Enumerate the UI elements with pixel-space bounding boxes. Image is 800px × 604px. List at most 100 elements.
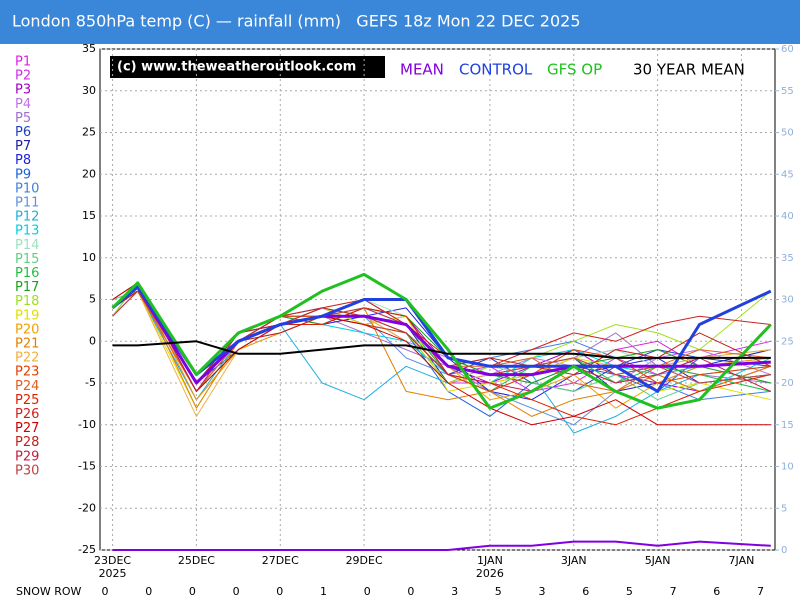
series-line [112,282,771,426]
x-tick-label: 23DEC [94,554,131,567]
snow-value: 6 [582,585,589,598]
y-tick-label: 10 [82,251,96,264]
legend-entry: P13 [15,224,39,239]
x-tick-label: 25DEC [178,554,215,567]
header-bar [0,0,800,44]
legend-entry: P20 [15,322,39,337]
snow-value: 7 [670,585,677,598]
rainfall-line [112,540,771,551]
legend-entry: P8 [15,153,31,168]
plot-area [99,48,776,551]
y2-tick-label: 25 [781,336,794,347]
x-tick-label: 5JAN [645,554,671,567]
y-tick-label: 20 [82,167,96,180]
y-tick-label: -5 [85,376,96,389]
legend-entry: P14 [15,238,39,253]
y-tick-label: 30 [82,84,96,97]
series-line [112,340,771,359]
x-tick-label: 27DEC [262,554,299,567]
legend-entry: P15 [15,252,39,267]
legend-entry: P1 [15,55,31,70]
snow-value: 0 [189,585,196,598]
legend-entry: P10 [15,181,39,196]
legend-entry: P22 [15,351,39,366]
legend-entry: P6 [15,125,31,140]
legend-entry: P18 [15,294,39,309]
watermark: (c) www.theweatheroutlook.com [117,60,356,75]
legend-entry: P5 [15,111,31,126]
x-year-label: 2026 [476,567,504,580]
legend-entry: P24 [15,379,39,394]
y2-tick-label: 10 [781,462,794,473]
snow-value: 6 [713,585,720,598]
x-tick-label: 3JAN [561,554,587,567]
y2-tick-label: 60 [781,44,794,55]
legend-entry: P16 [15,266,39,281]
y-tick-label: 15 [82,209,96,222]
snow-value: 0 [102,585,109,598]
legend-entry: P4 [15,97,31,112]
legend-entry: P29 [15,449,39,464]
legend-entry: GFS OP [547,61,602,79]
snow-value: 3 [539,585,546,598]
x-tick-label: 1JAN [477,554,503,567]
snow-value: 0 [407,585,414,598]
legend-entry: P28 [15,435,39,450]
legend-entry: P27 [15,421,39,436]
chart-title: London 850hPa temp (C) — rainfall (mm) G… [12,12,581,31]
series-line [112,282,771,417]
y2-tick-label: 40 [781,211,794,222]
snow-value: 0 [145,585,152,598]
watermark-box [110,56,385,78]
y-tick-label: -15 [78,460,96,473]
y2-tick-label: 35 [781,253,794,264]
legend-entry: P21 [15,337,39,352]
legend-entry: P17 [15,280,39,295]
legend-entry: P7 [15,139,31,154]
legend-entry: P30 [15,463,39,478]
legend-entry: MEAN [400,61,444,79]
legend-entry: CONTROL [459,61,533,79]
legend-entry: P9 [15,167,31,182]
snow-value: 5 [626,585,633,598]
legend-entry: P3 [15,83,31,98]
legend-entry: P2 [15,69,31,84]
y-tick-label: -10 [78,418,96,431]
x-tick-label: 7JAN [729,554,755,567]
legend-entry: P25 [15,393,39,408]
legend-entry: P23 [15,365,39,380]
y-tick-label: -20 [78,501,96,514]
x-year-label: 2025 [99,567,127,580]
y-tick-label: 0 [89,334,96,347]
y-tick-label: 25 [82,126,96,139]
y-tick-label: 35 [82,42,96,55]
x-tick-label: 29DEC [346,554,383,567]
y-tick-label: 5 [89,293,96,306]
snow-value: 0 [364,585,371,598]
y2-tick-label: 15 [781,420,794,431]
series-line [111,285,771,385]
snow-value: 1 [320,585,327,598]
legend-entry: P19 [15,308,39,323]
snow-value: 0 [233,585,240,598]
y2-tick-label: 55 [781,86,794,97]
y2-tick-label: 50 [781,128,794,139]
legend-entry: P26 [15,407,39,422]
snow-value: 0 [276,585,283,598]
snow-value: 3 [451,585,458,598]
y2-tick-label: 20 [781,378,794,389]
y2-tick-label: 0 [781,545,787,556]
snow-row-label: SNOW ROW [16,585,82,598]
series-line [111,285,772,393]
series-line [111,272,772,410]
snow-value: 7 [757,585,764,598]
legend-entry: P11 [15,196,39,211]
y2-tick-label: 5 [781,503,787,514]
y2-tick-label: 30 [781,295,794,306]
legend-entry: P12 [15,210,39,225]
y-tick-label: -25 [78,543,96,556]
snow-value: 5 [495,585,502,598]
y2-tick-label: 45 [781,169,794,180]
legend-entry: 30 YEAR MEAN [633,61,745,79]
